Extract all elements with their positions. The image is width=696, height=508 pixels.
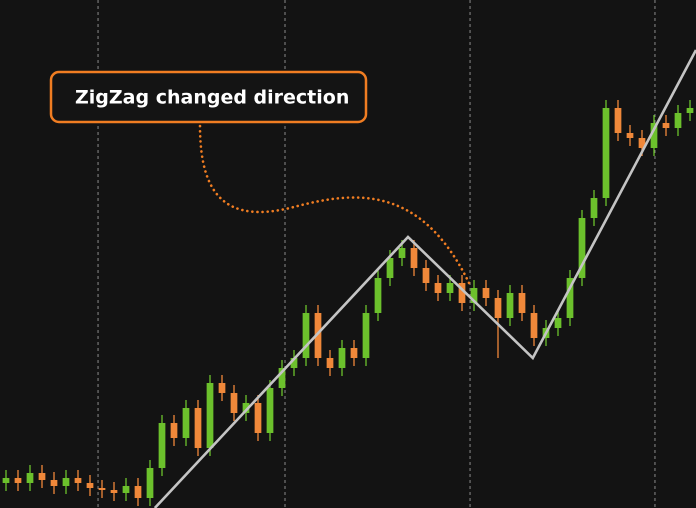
candle-body (518, 293, 526, 313)
candle-body (14, 478, 22, 483)
candle-body (86, 483, 94, 488)
candle-body (122, 486, 130, 493)
candle-body (338, 348, 346, 368)
candle-body (194, 408, 202, 448)
candle-body (494, 298, 502, 318)
candle-body (590, 198, 598, 218)
candle-body (446, 283, 454, 293)
candle-body (578, 218, 586, 278)
candle-body (38, 473, 46, 480)
candle-body (242, 403, 250, 413)
candle-body (374, 278, 382, 313)
candle-body (230, 393, 238, 413)
candle-body (266, 388, 274, 433)
candle-body (614, 108, 622, 133)
candle-body (662, 123, 670, 128)
candle-body (458, 283, 466, 303)
annotation-box (49, 70, 368, 124)
candle-body (326, 358, 334, 368)
candle-body (674, 113, 682, 128)
candles (2, 100, 694, 506)
candle-body (110, 490, 118, 493)
candle-body (98, 488, 106, 490)
candle-body (206, 383, 214, 448)
candle-body (26, 473, 34, 483)
candle-body (554, 318, 562, 328)
candle-body (470, 288, 478, 303)
candle-body (638, 138, 646, 148)
candle-body (626, 133, 634, 138)
candle-body (2, 478, 10, 483)
candle-body (170, 423, 178, 438)
candle-body (314, 313, 322, 358)
candle-body (434, 283, 442, 293)
candle-body (350, 348, 358, 358)
candle-body (158, 423, 166, 468)
candle-body (254, 403, 262, 433)
candle-body (278, 368, 286, 388)
candle-body (50, 480, 58, 486)
candle-body (302, 313, 310, 358)
candle-body (398, 248, 406, 258)
candle-body (362, 313, 370, 358)
candle-body (410, 248, 418, 268)
candle-body (218, 383, 226, 393)
zigzag-layer (153, 49, 696, 508)
annotation-text: ZigZag changed direction (75, 87, 349, 109)
candle-body (290, 358, 298, 368)
candle-body (482, 288, 490, 298)
candle-body (506, 293, 514, 318)
candle-body (650, 123, 658, 148)
annotation-pointer (198, 124, 472, 287)
candle-body (566, 278, 574, 318)
candle-body (62, 478, 70, 486)
candle-body (182, 408, 190, 438)
zigzag-line (153, 49, 696, 508)
candle-body (530, 313, 538, 338)
candle-body (602, 108, 610, 198)
candle-body (146, 468, 154, 498)
candle-body (386, 258, 394, 278)
candle-body (686, 108, 694, 113)
candle-body (422, 268, 430, 283)
candle-body (134, 486, 142, 498)
candle-body (74, 478, 82, 483)
